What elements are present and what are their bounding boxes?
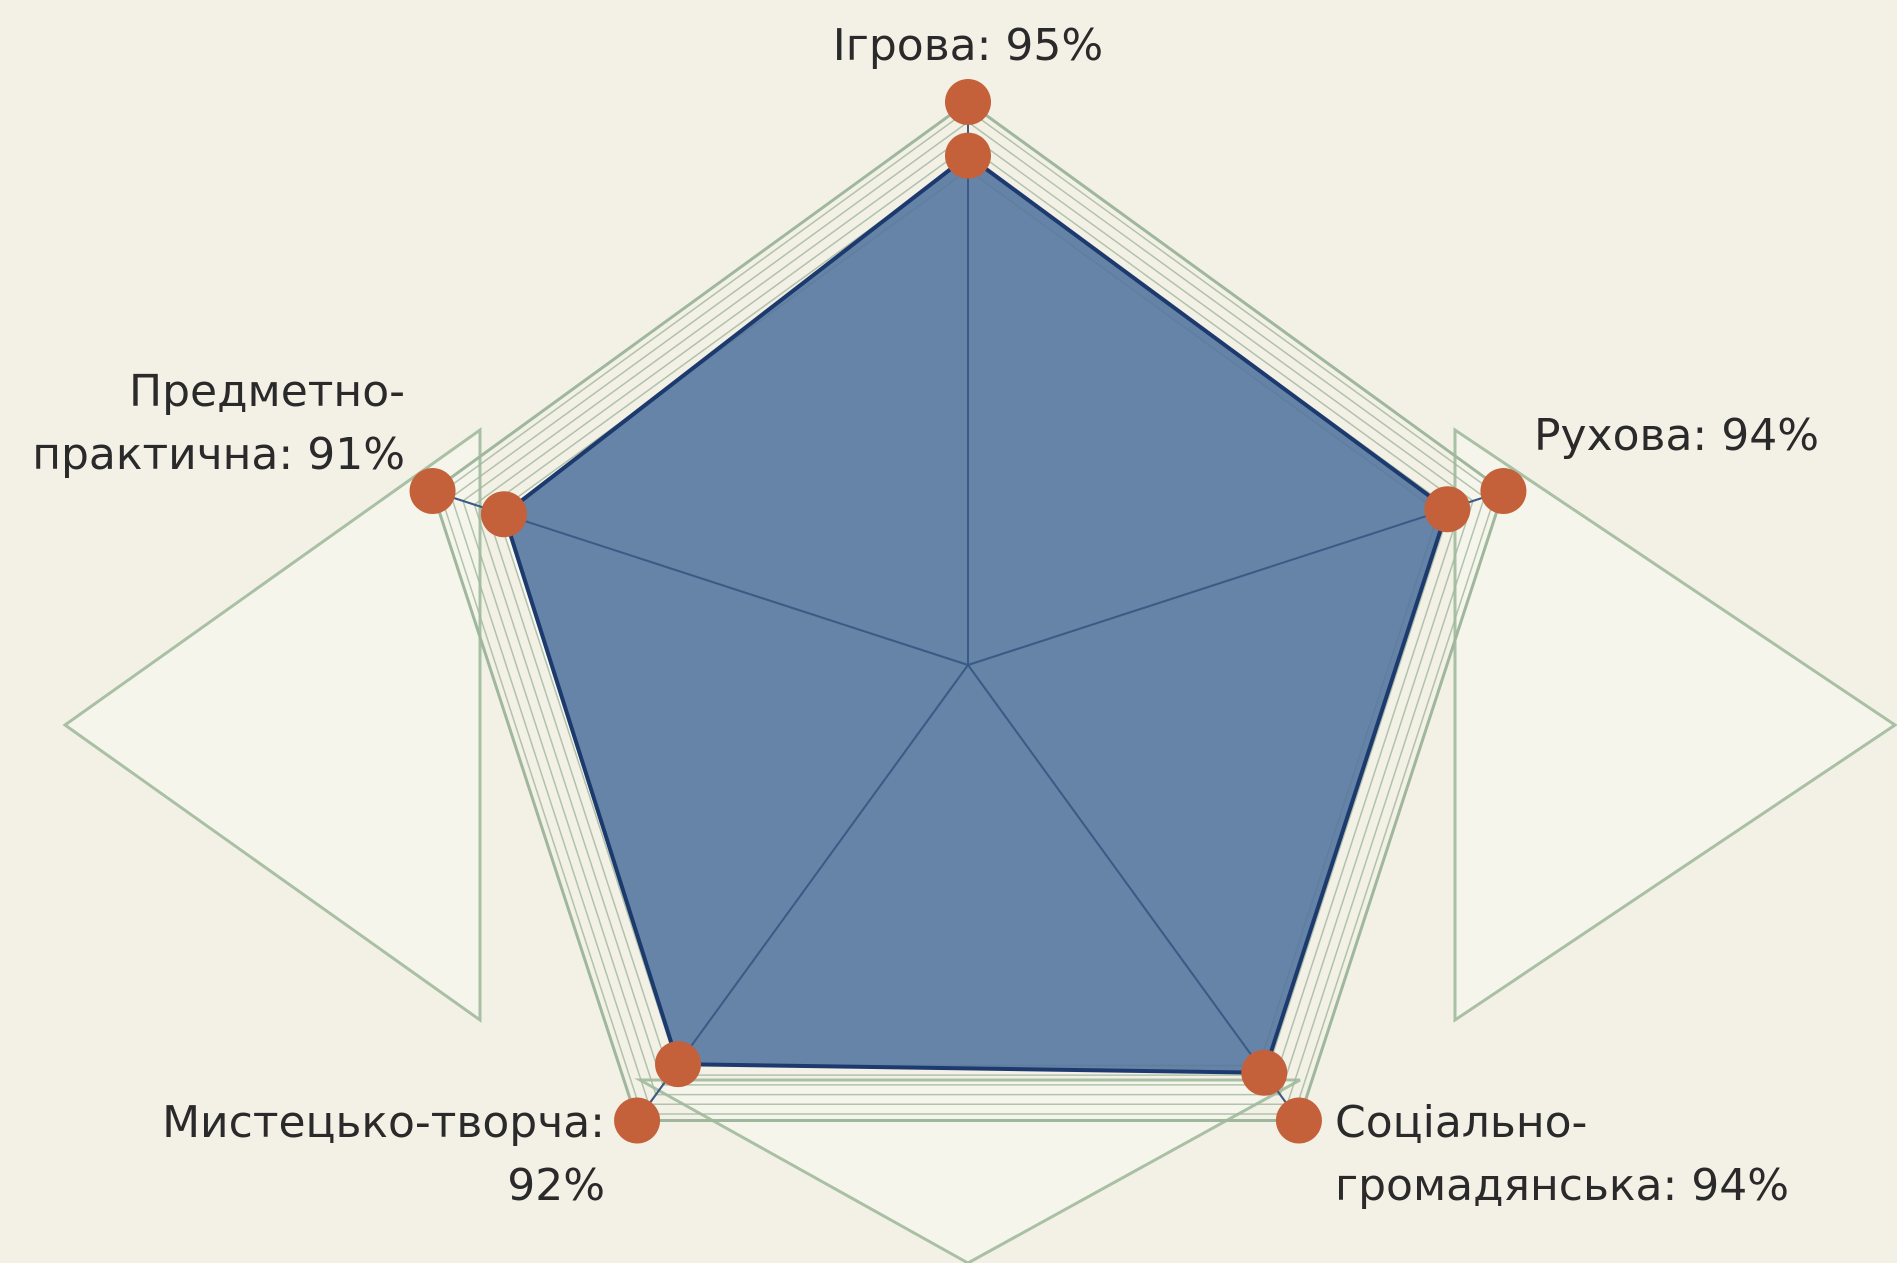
data-point <box>655 1041 701 1087</box>
data-point <box>945 133 991 179</box>
category-label-line: Рухова: 94% <box>1534 410 1819 461</box>
outer-marker <box>614 1097 660 1143</box>
outer-marker <box>1276 1097 1322 1143</box>
category-label-line: Соціально- <box>1335 1097 1587 1148</box>
category-label-line: громадянська: 94% <box>1335 1160 1789 1211</box>
data-point <box>481 491 527 537</box>
category-label: Ігрова: 95% <box>833 20 1103 71</box>
data-point <box>1241 1050 1287 1096</box>
data-point <box>1424 486 1470 532</box>
category-label-line: практична: 91% <box>32 429 405 480</box>
outer-marker <box>410 468 456 514</box>
category-label-line: Предметно- <box>129 366 405 417</box>
outer-marker <box>945 79 991 125</box>
category-label-line: 92% <box>507 1160 605 1211</box>
category-label-line: Ігрова: 95% <box>833 20 1103 71</box>
outer-marker <box>1480 468 1526 514</box>
category-label-line: Мистецько-творча: <box>162 1097 605 1148</box>
chart: Ігрова: 95% Рухова: 94% Соціально-громадян… <box>0 0 1897 1263</box>
category-label: Рухова: 94% <box>1534 410 1819 461</box>
